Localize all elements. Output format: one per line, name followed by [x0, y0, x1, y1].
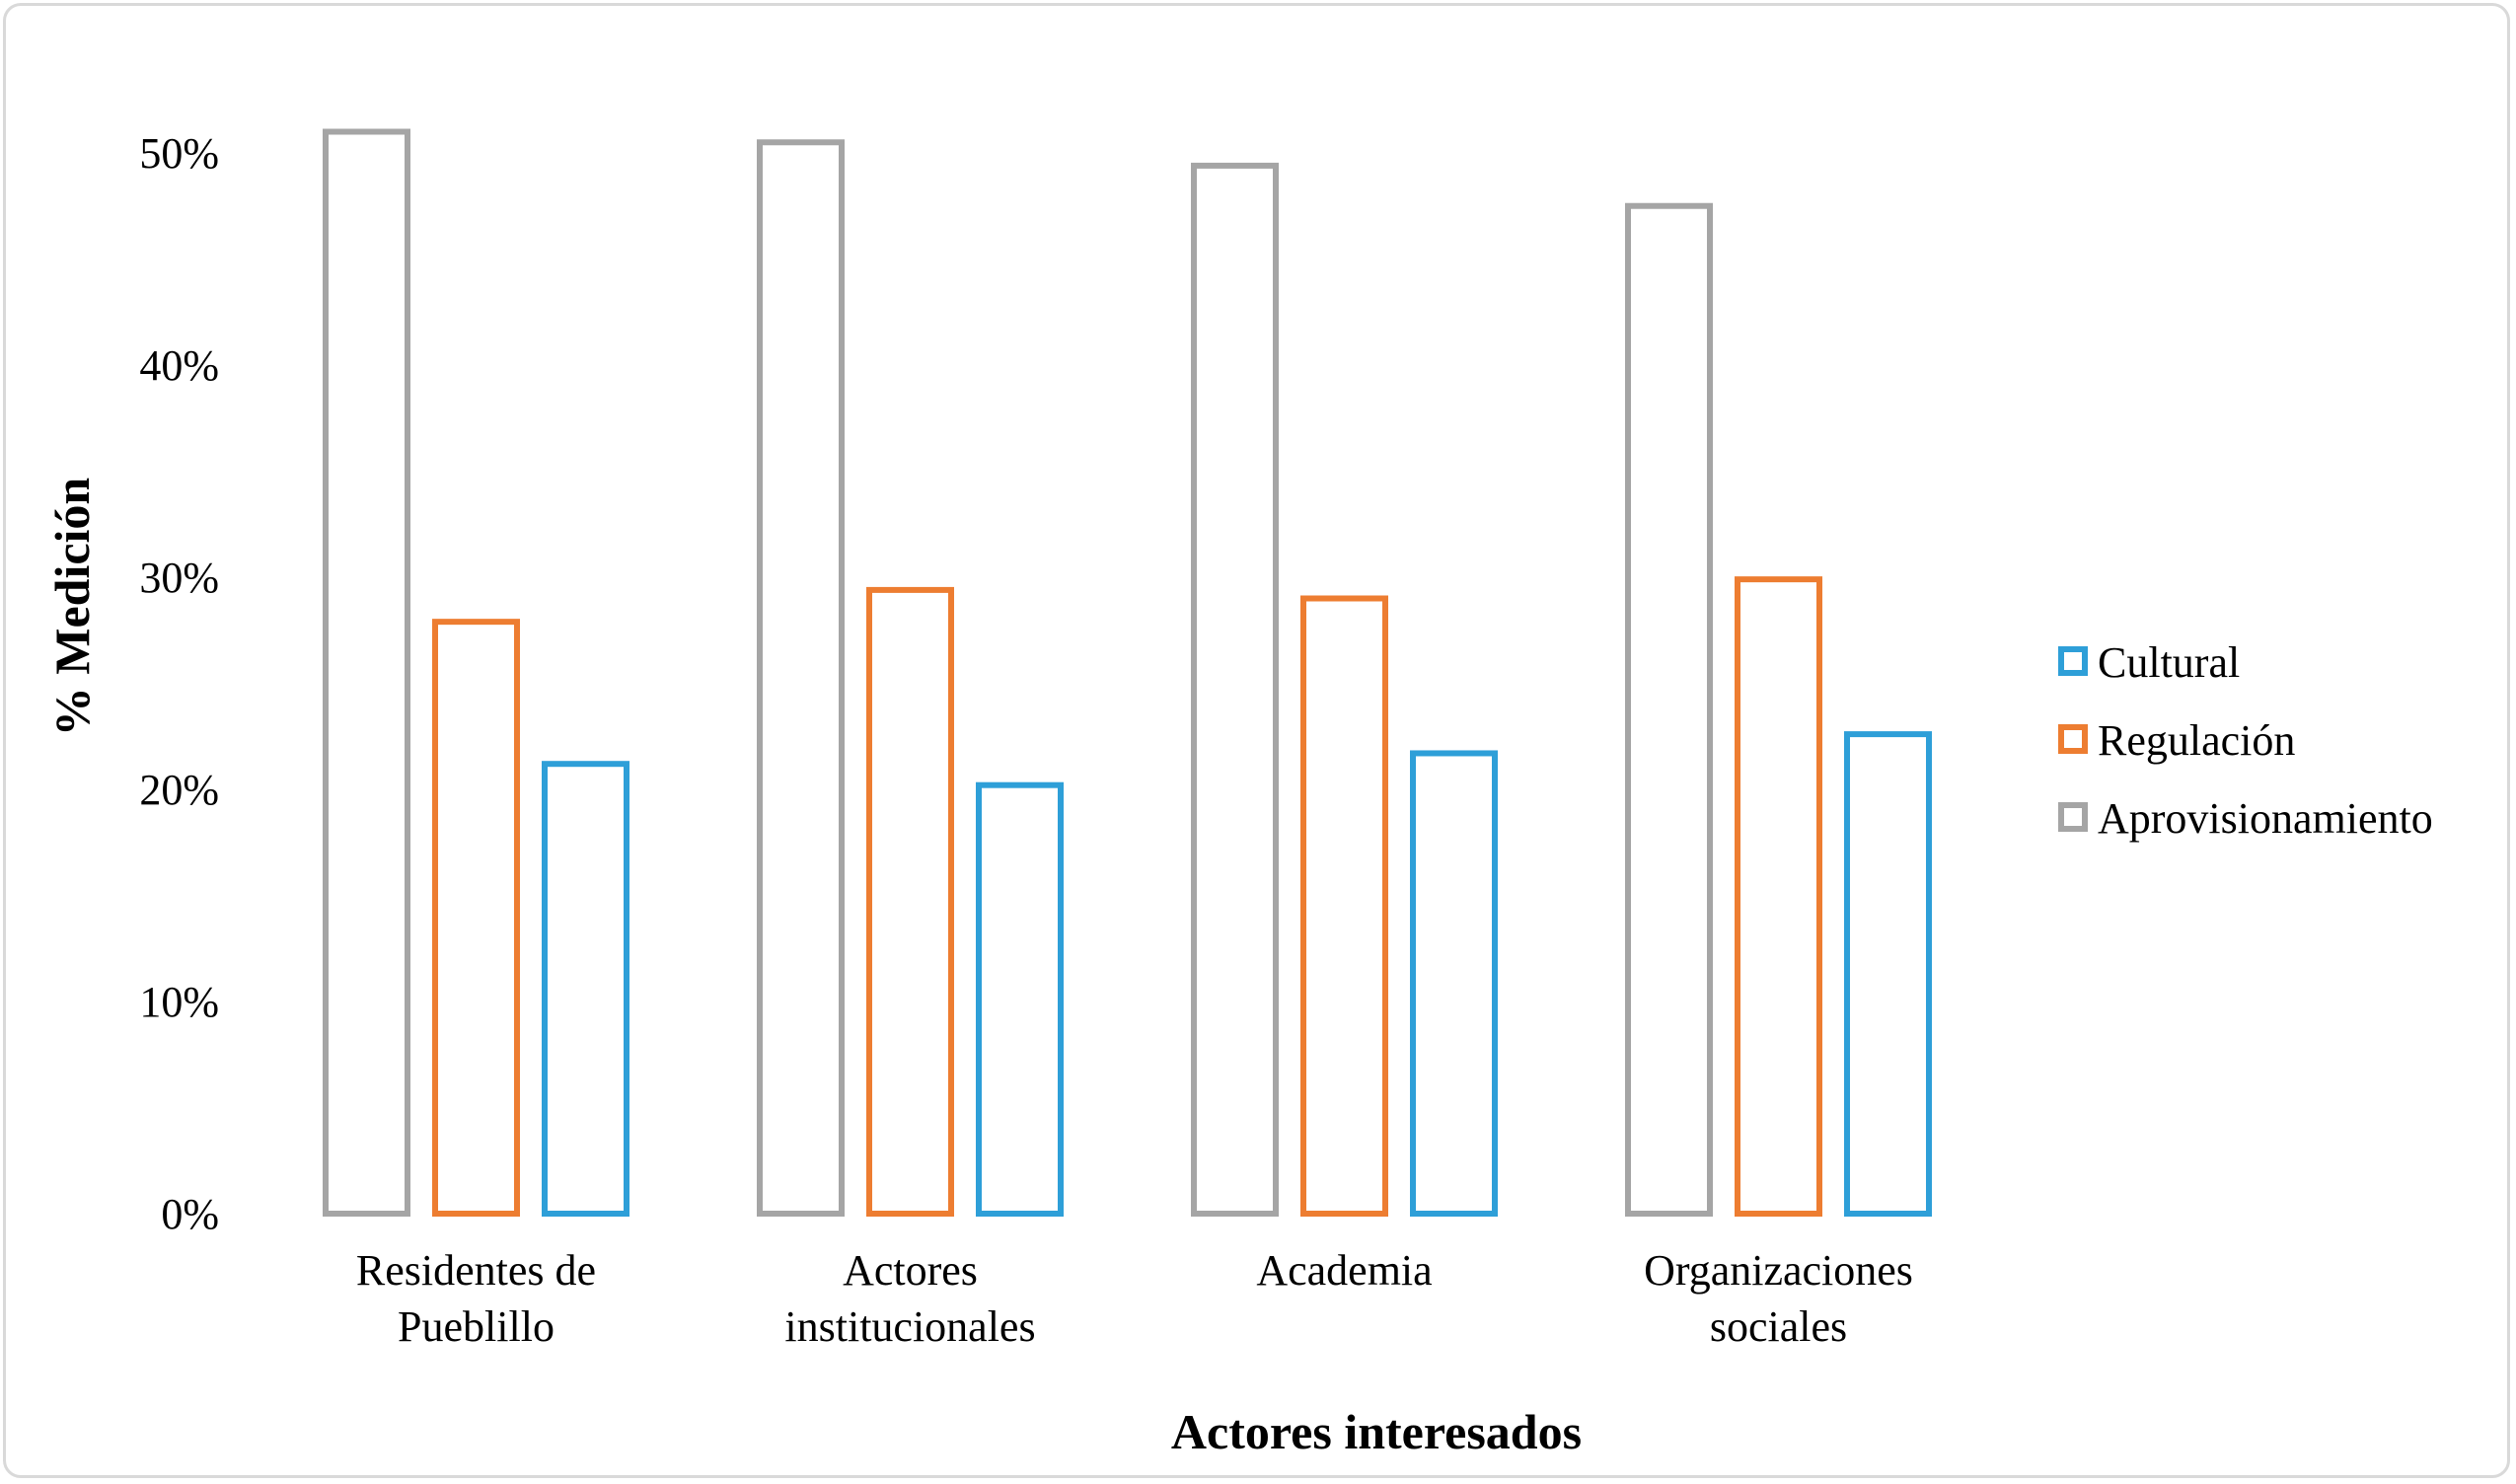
x-category-label: Pueblillo	[398, 1302, 555, 1351]
bar-cultural-1	[542, 761, 629, 1217]
y-tick-label: 50%	[139, 129, 219, 178]
x-axis-category-labels: Residentes de Pueblillo Actores institucion…	[356, 1246, 1913, 1351]
chart-legend: Cultural Regulación Aprovisionamiento	[2058, 638, 2433, 843]
legend-label: Aprovisionamiento	[2098, 794, 2433, 843]
legend-label: Cultural	[2098, 638, 2240, 687]
bar-aprovisionamiento-3	[1191, 162, 1279, 1217]
x-category-label: sociales	[1710, 1302, 1847, 1351]
x-category-label: Academia	[1256, 1246, 1432, 1295]
bar-cultural-3	[1410, 750, 1498, 1217]
y-axis-title: % Medición	[44, 478, 100, 737]
legend-swatch	[2058, 802, 2088, 832]
bar-aprovisionamiento-2	[757, 139, 845, 1217]
x-category-label: Organizaciones	[1644, 1246, 1913, 1295]
bar-regulacion-3	[1300, 595, 1388, 1217]
bar-regulacion-4	[1735, 576, 1822, 1217]
x-axis-title: Actores interesados	[1171, 1404, 1582, 1459]
y-tick-label: 30%	[139, 554, 219, 602]
y-tick-label: 0%	[161, 1190, 219, 1238]
bar-aprovisionamiento-4	[1625, 202, 1713, 1217]
legend-label: Regulación	[2098, 716, 2295, 765]
bar-cultural-2	[976, 781, 1064, 1217]
y-tick-label: 20%	[139, 766, 219, 814]
y-tick-label: 40%	[139, 341, 219, 390]
legend-swatch	[2058, 724, 2088, 754]
x-category-label: Residentes de	[356, 1246, 596, 1295]
legend-swatch	[2058, 646, 2088, 676]
bar-regulacion-2	[866, 586, 954, 1217]
bar-regulacion-1	[432, 619, 520, 1217]
x-category-label: Actores	[843, 1246, 978, 1295]
y-tick-label: 10%	[139, 978, 219, 1026]
y-axis-ticks: 0% 10% 20% 30% 40% 50%	[139, 129, 219, 1238]
bar-marks	[323, 128, 1932, 1217]
bar-cultural-4	[1844, 731, 1932, 1217]
x-category-label: institucionales	[784, 1302, 1035, 1351]
bar-aprovisionamiento-1	[323, 128, 410, 1217]
